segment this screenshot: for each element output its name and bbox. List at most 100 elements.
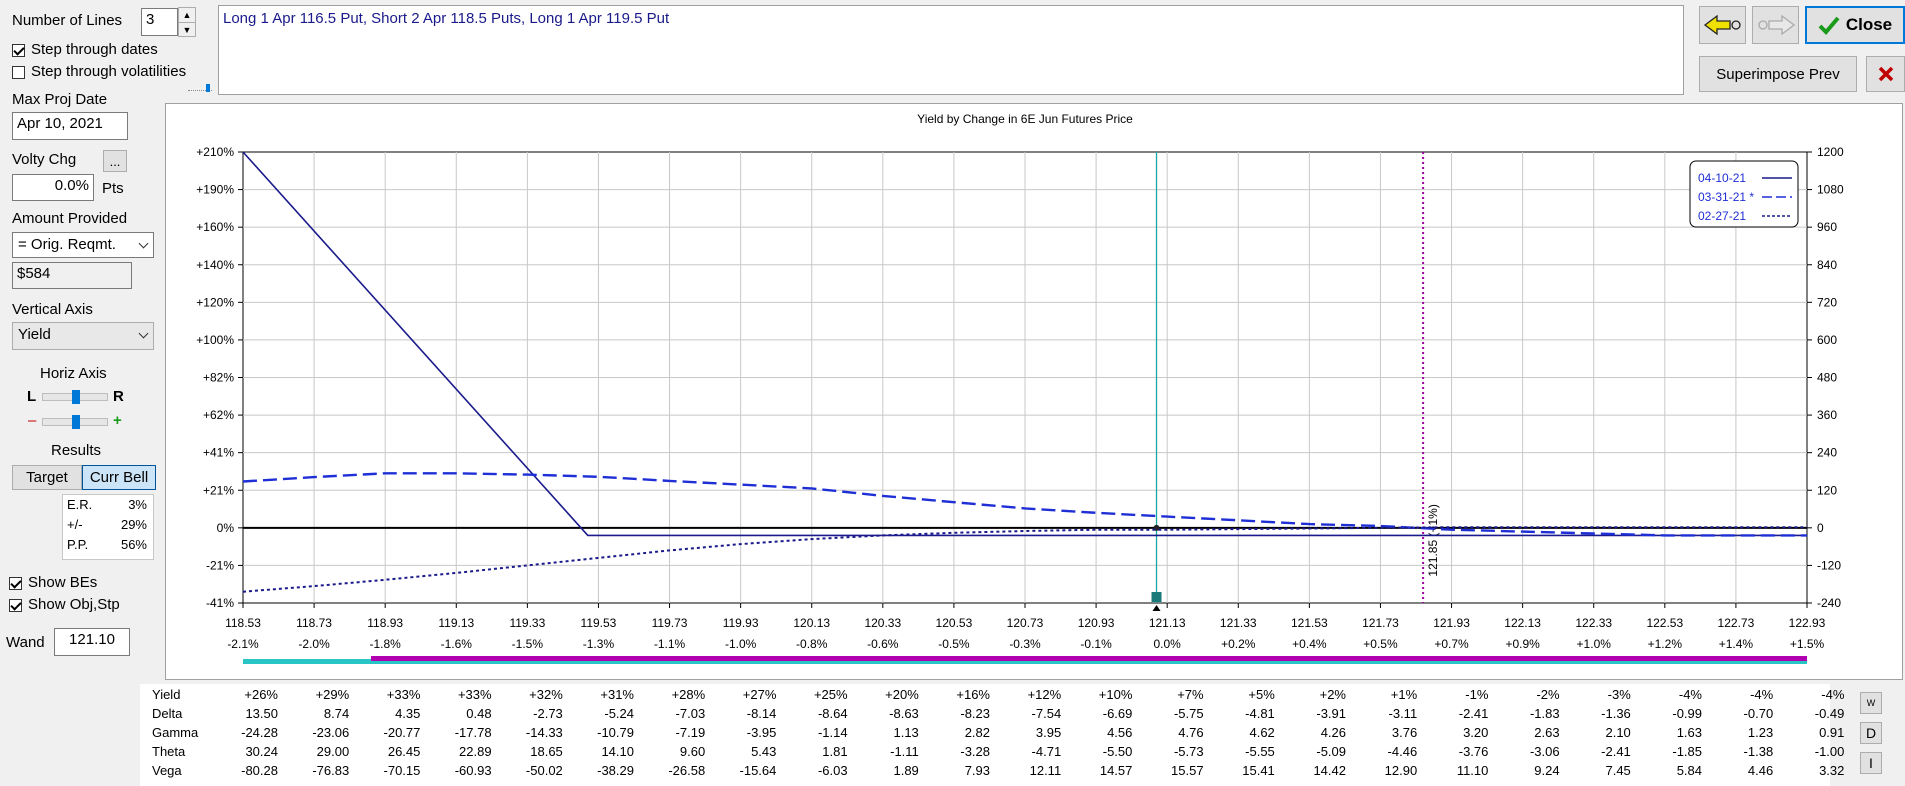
- spin-up-icon[interactable]: ▲: [179, 8, 195, 23]
- wand-label: Wand: [6, 634, 45, 651]
- x-pct-tick-label: -1.0%: [725, 637, 757, 651]
- table-cell: -5.50: [1102, 744, 1133, 759]
- vertical-axis-select[interactable]: Yield: [12, 322, 154, 350]
- table-cell: 7.93: [964, 763, 990, 778]
- pm-value: 29%: [120, 517, 147, 532]
- x-tick-label: 120.13: [793, 616, 830, 630]
- table-cell: 22.89: [459, 744, 492, 759]
- x-tick-label: 122.93: [1789, 616, 1826, 630]
- y-right-tick-label: 360: [1817, 408, 1837, 422]
- previous-arrow-button[interactable]: [1699, 6, 1746, 44]
- table-cell: 26.45: [387, 744, 421, 759]
- table-cell: +25%: [813, 687, 848, 702]
- table-cell: 29.00: [316, 744, 350, 759]
- table-cell: -1.83: [1529, 706, 1560, 721]
- table-cell: 3.76: [1391, 725, 1418, 740]
- table-cell: +33%: [457, 687, 492, 702]
- horiz-l-label: L: [27, 388, 37, 405]
- table-cell: 2.63: [1534, 725, 1560, 740]
- show-obj-checkbox[interactable]: [9, 599, 22, 612]
- number-of-lines-input[interactable]: 3: [141, 8, 178, 36]
- position-description-box[interactable]: Long 1 Apr 116.5 Put, Short 2 Apr 118.5 …: [218, 5, 1684, 95]
- table-side-button-w[interactable]: W: [1860, 692, 1882, 714]
- table-cell: 1.63: [1676, 725, 1702, 740]
- table-cell: 12.11: [1029, 763, 1062, 778]
- x-tick-label: 121.93: [1433, 616, 1470, 630]
- table-cell: +10%: [1098, 687, 1133, 702]
- table-cell: 13.50: [245, 706, 278, 721]
- current-price-marker[interactable]: [1151, 592, 1162, 602]
- slider-thumb[interactable]: [72, 390, 80, 404]
- arrow-left-icon: [1703, 14, 1741, 36]
- table-cell: -15.64: [739, 763, 777, 778]
- amount-provided-value: $584: [12, 262, 132, 289]
- table-cell: -5.73: [1173, 744, 1204, 759]
- y-left-tick-label: +160%: [196, 220, 234, 234]
- x-pct-tick-label: -0.6%: [867, 637, 899, 651]
- table-cell: 15.57: [1171, 763, 1204, 778]
- number-of-lines-spinner[interactable]: ▲ ▼: [178, 7, 196, 37]
- table-cell: -7.54: [1031, 706, 1062, 721]
- table-cell: 4.46: [1747, 763, 1774, 778]
- y-left-tick-label: +41%: [203, 446, 234, 460]
- table-side-button-d[interactable]: D: [1860, 722, 1882, 744]
- table-cell: -3.91: [1316, 706, 1346, 721]
- table-cell: +16%: [956, 687, 990, 702]
- table-side-button-i[interactable]: I: [1860, 752, 1882, 774]
- x-tick-label: 119.73: [652, 616, 688, 630]
- table-cell: -80.28: [241, 763, 278, 778]
- x-tick-label: 121.33: [1220, 616, 1257, 630]
- chevron-down-icon: [138, 238, 149, 249]
- wand-input[interactable]: 121.10: [54, 628, 130, 656]
- horiz-zoom-slider[interactable]: [42, 415, 108, 429]
- step-dates-label: Step through dates: [31, 41, 158, 58]
- table-cell: 11.10: [1456, 763, 1489, 778]
- x-pct-tick-label: -0.1%: [1080, 637, 1112, 651]
- amount-provided-select[interactable]: = Orig. Reqmt.: [12, 232, 154, 258]
- superimpose-prev-button[interactable]: Superimpose Prev: [1699, 56, 1857, 92]
- x-pct-tick-label: -1.3%: [583, 637, 615, 651]
- chart-panel: Yield by Change in 6E Jun Futures Price +…: [165, 103, 1903, 680]
- delete-button[interactable]: [1866, 56, 1905, 92]
- x-pct-tick-label: -1.1%: [654, 637, 686, 651]
- table-cell: -5.09: [1316, 744, 1346, 759]
- close-button[interactable]: Close: [1805, 6, 1905, 44]
- next-arrow-button[interactable]: [1752, 6, 1799, 44]
- x-pct-tick-label: +0.4%: [1292, 637, 1327, 651]
- step-dates-checkbox[interactable]: [12, 44, 25, 57]
- show-bes-checkbox[interactable]: [9, 577, 22, 590]
- description-resize-handle[interactable]: [188, 84, 212, 93]
- table-cell: -4.46: [1387, 744, 1418, 759]
- slider-thumb[interactable]: [72, 415, 80, 429]
- volty-chg-button[interactable]: ...: [103, 150, 127, 172]
- yield-chart[interactable]: Yield by Change in 6E Jun Futures Price +…: [166, 104, 1902, 679]
- y-left-tick-label: +140%: [196, 258, 234, 272]
- x-tick-label: 119.53: [581, 616, 617, 630]
- volty-chg-input[interactable]: 0.0%: [12, 174, 94, 201]
- horiz-shift-slider[interactable]: [42, 390, 108, 404]
- target-button[interactable]: Target: [12, 465, 82, 490]
- table-cell: -0.70: [1743, 706, 1774, 721]
- table-row: Delta 13.50 8.74 4.35 0.48 -2.73 -5.24 -7.03 -8.…: [140, 706, 1844, 725]
- table-cell: -1.85: [1672, 744, 1702, 759]
- y-right-tick-label: 840: [1817, 258, 1837, 272]
- table-cell: 4.76: [1178, 725, 1204, 740]
- step-vols-checkbox[interactable]: [12, 66, 25, 79]
- table-row: Yield +26% +29% +33% +33% +32% +31% +28% +27% +25…: [140, 687, 1844, 706]
- close-x-icon: [1878, 66, 1893, 82]
- spin-down-icon[interactable]: ▼: [182, 25, 192, 35]
- x-tick-label: 118.53: [225, 616, 261, 630]
- table-cell: 0.48: [466, 706, 492, 721]
- table-cell: -1%: [1465, 687, 1489, 702]
- table-cell: -5.75: [1173, 706, 1204, 721]
- results-label: Results: [51, 442, 102, 459]
- max-proj-date-input[interactable]: Apr 10, 2021: [12, 112, 128, 140]
- show-obj-label: Show Obj,Stp: [28, 596, 120, 613]
- curr-bell-button[interactable]: Curr Bell: [82, 465, 156, 490]
- table-cell: -5.24: [604, 706, 634, 721]
- x-pct-tick-label: +1.5%: [1790, 637, 1825, 651]
- table-cell: 4.26: [1320, 725, 1346, 740]
- table-cell: +12%: [1027, 687, 1062, 702]
- table-cell: 9.60: [679, 744, 706, 759]
- x-tick-label: 120.73: [1007, 616, 1044, 630]
